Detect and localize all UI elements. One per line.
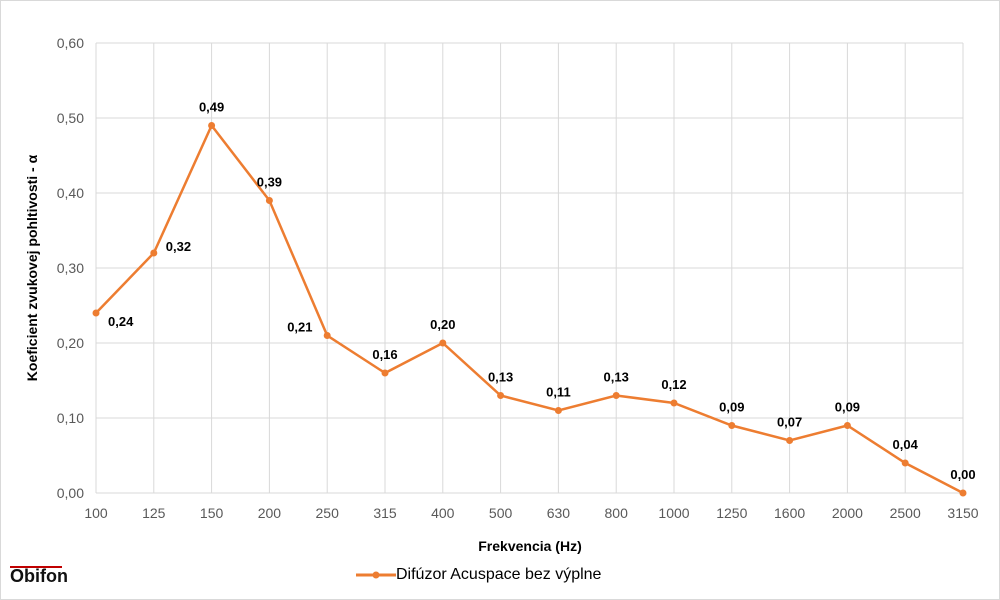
x-tick-label: 250 bbox=[316, 505, 340, 521]
data-label: 0,20 bbox=[430, 317, 455, 332]
data-point bbox=[265, 197, 273, 204]
logo-accent bbox=[10, 566, 62, 568]
data-point bbox=[786, 437, 794, 444]
x-axis-title: Frekvencia (Hz) bbox=[478, 538, 581, 554]
data-point bbox=[208, 122, 216, 129]
y-tick-label: 0,60 bbox=[57, 35, 84, 51]
x-tick-label: 315 bbox=[373, 505, 397, 521]
data-point bbox=[612, 392, 620, 399]
x-tick-label: 200 bbox=[258, 505, 282, 521]
data-label: 0,09 bbox=[835, 400, 860, 415]
data-label: 0,32 bbox=[166, 239, 191, 254]
data-point bbox=[670, 399, 678, 407]
data-point bbox=[381, 369, 389, 377]
data-label: 0,16 bbox=[372, 347, 397, 362]
data-label: 0,24 bbox=[108, 314, 134, 329]
x-tick-label: 1000 bbox=[658, 505, 689, 521]
x-tick-label: 400 bbox=[431, 505, 455, 521]
x-tick-label: 500 bbox=[489, 505, 513, 521]
data-label: 0,09 bbox=[719, 400, 744, 415]
data-point bbox=[554, 407, 562, 414]
data-label: 0,13 bbox=[488, 370, 513, 385]
data-point bbox=[323, 332, 331, 339]
data-label: 0,07 bbox=[777, 415, 802, 430]
data-point bbox=[150, 249, 158, 257]
data-point bbox=[901, 459, 909, 467]
data-label: 0,04 bbox=[893, 437, 919, 452]
data-point bbox=[497, 392, 505, 399]
x-tick-label: 2500 bbox=[890, 505, 921, 521]
series-line bbox=[95, 123, 964, 495]
data-point bbox=[843, 422, 851, 429]
x-tick-label: 125 bbox=[142, 505, 166, 521]
y-tick-label: 0,30 bbox=[57, 260, 84, 276]
x-tick-label: 3150 bbox=[947, 505, 978, 521]
x-tick-label: 100 bbox=[84, 505, 108, 521]
x-tick-label: 1250 bbox=[716, 505, 747, 521]
y-tick-label: 0,10 bbox=[57, 410, 84, 426]
data-label: 0,49 bbox=[199, 100, 224, 115]
data-point bbox=[728, 422, 736, 429]
data-point bbox=[959, 489, 967, 497]
data-label: 0,12 bbox=[661, 377, 686, 392]
legend: Difúzor Acuspace bez výplne bbox=[356, 566, 601, 584]
data-label: 0,11 bbox=[546, 385, 571, 400]
y-tick-label: 0,40 bbox=[57, 185, 84, 201]
y-tick-label: 0,50 bbox=[57, 110, 84, 126]
legend-label: Difúzor Acuspace bez výplne bbox=[396, 566, 602, 583]
x-tick-label: 150 bbox=[200, 505, 224, 521]
data-label: 0,39 bbox=[257, 175, 282, 190]
data-label: 0,13 bbox=[604, 370, 629, 385]
data-point bbox=[439, 339, 447, 347]
x-tick-label: 1600 bbox=[774, 505, 805, 521]
x-tick-label: 630 bbox=[547, 505, 571, 521]
x-tick-label: 2000 bbox=[832, 505, 863, 521]
legend-marker-icon bbox=[356, 571, 396, 579]
y-axis-title: Koeficient zvukovej pohltivosti - α bbox=[24, 154, 40, 381]
x-tick-label: 800 bbox=[605, 505, 629, 521]
y-tick-label: 0,20 bbox=[57, 335, 84, 351]
data-point bbox=[92, 309, 100, 317]
data-label: 0,00 bbox=[950, 467, 975, 482]
data-label: 0,21 bbox=[287, 320, 312, 335]
y-tick-label: 0,00 bbox=[57, 485, 84, 501]
obifon-logo: Obifon bbox=[10, 566, 68, 586]
